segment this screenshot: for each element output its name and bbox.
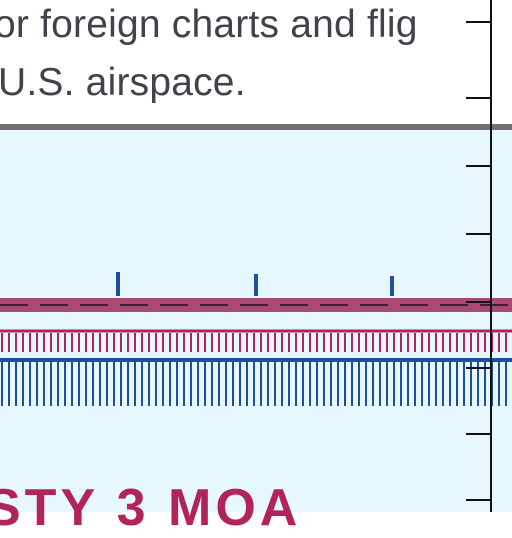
map-area [0, 130, 512, 512]
blue-marker-2 [254, 274, 258, 296]
moa-label: STY 3 MOA [0, 479, 302, 537]
blue-marker-1 [116, 272, 120, 296]
note-divider [0, 124, 512, 130]
note-line-1: or foreign charts and flig [0, 3, 418, 46]
map-overlay [0, 0, 512, 512]
chart-note-panel: or foreign charts and flig U.S. airspace… [0, 0, 512, 128]
moa-boundary-ticks [1, 333, 507, 352]
note-line-2: U.S. airspace. [0, 61, 246, 104]
blue-boundary-ticks [1, 362, 507, 406]
blue-marker-3 [390, 276, 394, 296]
vertical-border-ticks [466, 21, 491, 501]
